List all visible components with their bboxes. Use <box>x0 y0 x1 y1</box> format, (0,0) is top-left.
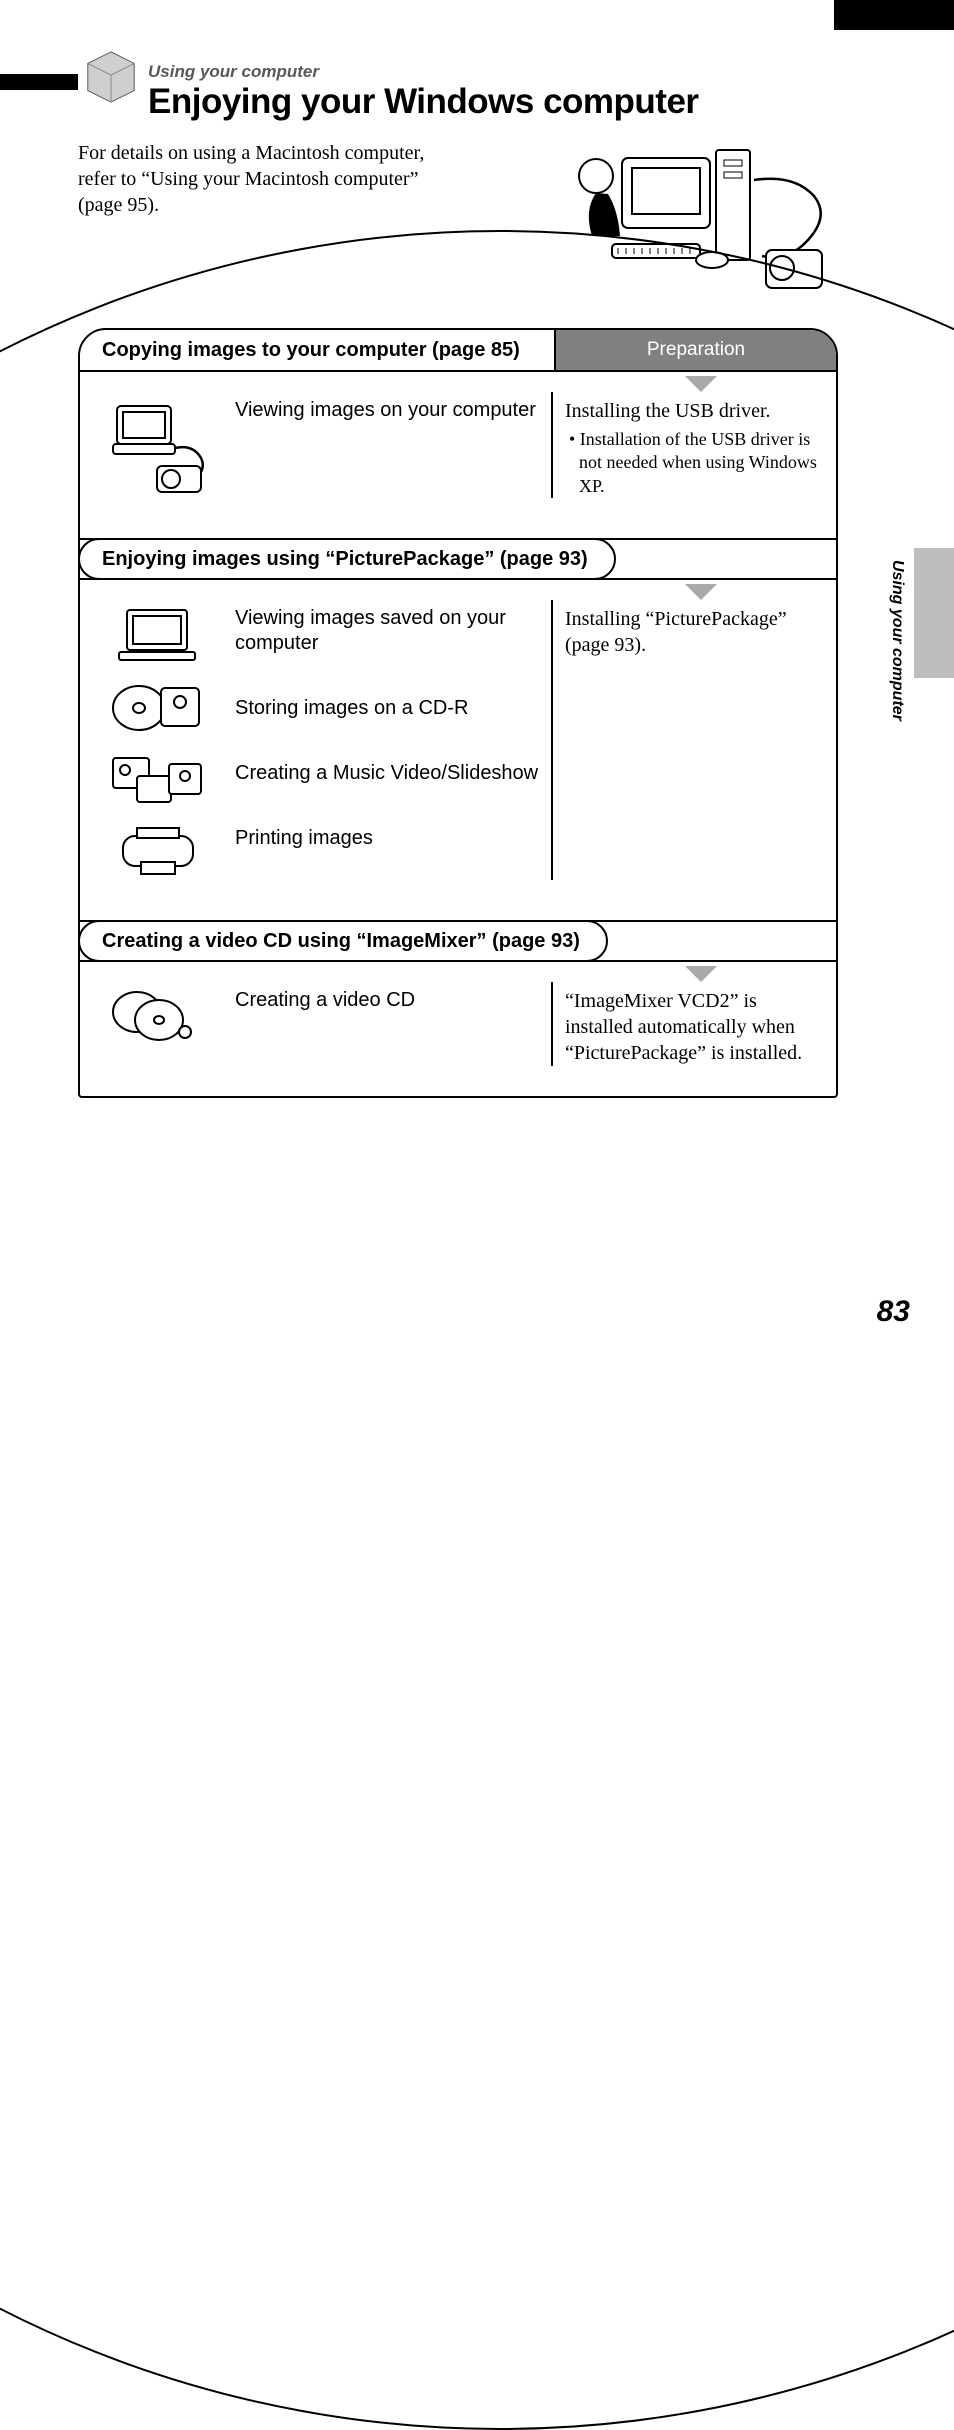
section-body-copying: Viewing images on your computer Installi… <box>80 372 836 522</box>
prep-note: • Installation of the USB driver is not … <box>565 428 818 498</box>
side-tab <box>914 548 954 678</box>
section-header-copying: Copying images to your computer (page 85… <box>80 330 836 372</box>
videocd-icon <box>103 988 213 1046</box>
top-black-bar <box>834 0 954 30</box>
main-content-frame: Copying images to your computer (page 85… <box>78 328 838 1098</box>
feature-item: Viewing images on your computer <box>235 398 545 423</box>
printer-icon <box>103 822 213 880</box>
header-accent-bar <box>0 74 78 90</box>
prep-step: “ImageMixer VCD2” is installed automatic… <box>565 988 818 1066</box>
down-arrow-icon <box>685 966 717 982</box>
feature-item: Storing images on a CD-R <box>235 696 545 721</box>
vertical-separator <box>551 600 553 880</box>
feature-item: Creating a video CD <box>235 988 545 1013</box>
slideshow-icon <box>103 750 213 808</box>
section-header-picturepackage: Enjoying images using “PicturePackage” (… <box>80 538 836 580</box>
section-body-picturepackage: Viewing images saved on your computer St… <box>80 580 836 904</box>
section-title: Enjoying images using “PicturePackage” (… <box>78 538 616 580</box>
down-arrow-icon <box>685 376 717 392</box>
page-title: Enjoying your Windows computer <box>148 82 699 122</box>
section-header-imagemixer: Creating a video CD using “ImageMixer” (… <box>80 920 836 962</box>
laptop-camera-icon <box>103 398 213 470</box>
page-number: 83 <box>877 1295 910 1329</box>
page-header: Using your computer Enjoying your Window… <box>0 30 954 110</box>
cube-icon <box>82 48 140 106</box>
feature-item: Viewing images saved on your computer <box>235 606 545 656</box>
prep-step: Installing “PicturePackage” (page 93). <box>565 606 818 658</box>
monitor-icon <box>103 606 213 664</box>
prep-step: Installing the USB driver. <box>565 398 818 424</box>
down-arrow-icon <box>685 584 717 600</box>
intro-paragraph: For details on using a Macintosh compute… <box>78 140 438 218</box>
section-body-imagemixer: Creating a video CD “ImageMixer VCD2” is… <box>80 962 836 1096</box>
feature-item: Printing images <box>235 826 545 851</box>
vertical-separator <box>551 982 553 1066</box>
vertical-separator <box>551 392 553 498</box>
section-title: Copying images to your computer (page 85… <box>80 330 556 370</box>
section-title: Creating a video CD using “ImageMixer” (… <box>78 920 608 962</box>
feature-item: Creating a Music Video/Slideshow <box>235 761 545 786</box>
cdr-icon <box>103 678 213 736</box>
side-section-label: Using your computer <box>888 560 906 721</box>
breadcrumb: Using your computer <box>148 62 319 82</box>
preparation-label: Preparation <box>556 330 836 370</box>
